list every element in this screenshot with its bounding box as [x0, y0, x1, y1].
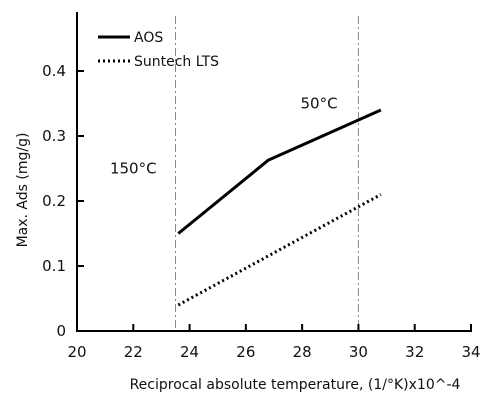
legend: AOS Suntech LTS	[98, 30, 219, 70]
x-tick-label-2: 24	[180, 343, 199, 361]
annotation-1: 50°C	[300, 95, 337, 113]
x-tick-label-0: 20	[67, 343, 86, 361]
x-tick-label-6: 32	[405, 343, 424, 361]
legend-label-aos: AOS	[134, 30, 163, 46]
y-tick-label-2: 0.2	[42, 192, 66, 210]
y-tick-label-3: 0.3	[42, 127, 66, 145]
annotation-0: 150°C	[110, 160, 157, 178]
x-axis-label: Reciprocal absolute temperature, (1/°K)x…	[130, 377, 461, 393]
series-line-suntech-lts	[177, 193, 382, 307]
x-tick-label-7: 34	[461, 343, 480, 361]
y-tick-label-0: 0	[56, 322, 66, 340]
y-ticks: 0 0.1 0.2 0.3 0.4	[42, 62, 84, 340]
series-lines	[177, 108, 382, 307]
y-tick-label-1: 0.1	[42, 257, 66, 275]
x-tick-label-5: 30	[349, 343, 368, 361]
y-tick-label-4: 0.4	[42, 62, 66, 80]
reference-lines	[175, 16, 359, 331]
x-tick-label-4: 28	[293, 343, 312, 361]
x-ticks: 20 22 24 26 28 30 32 34	[67, 324, 481, 361]
x-tick-label-3: 26	[236, 343, 255, 361]
axes	[76, 12, 472, 332]
annotations: 150°C 50°C	[110, 95, 338, 178]
x-tick-label-1: 22	[124, 343, 143, 361]
y-axis-label: Max. Ads (mg/g)	[15, 133, 31, 248]
series-line-aos	[177, 108, 382, 235]
legend-label-suntech: Suntech LTS	[134, 54, 219, 70]
